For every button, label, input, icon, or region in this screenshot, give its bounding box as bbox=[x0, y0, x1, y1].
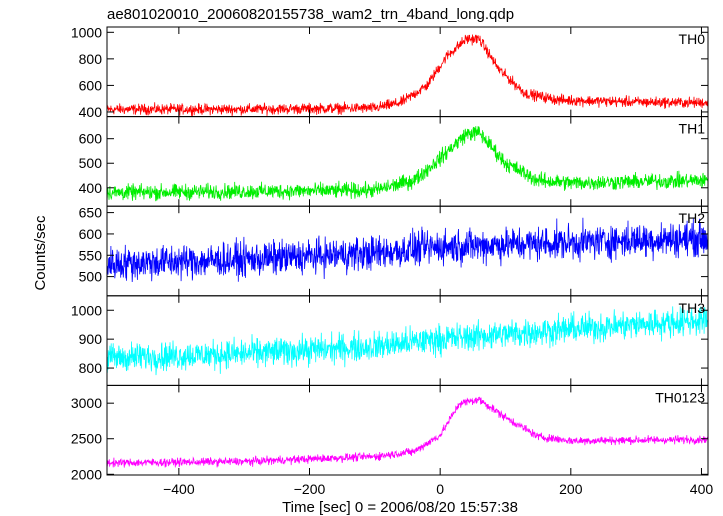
x-tick-label: 400 bbox=[690, 481, 714, 497]
y-tick-label: 800 bbox=[79, 51, 103, 67]
y-tick-label: 400 bbox=[79, 180, 103, 196]
y-tick-label: 400 bbox=[79, 104, 103, 120]
series-th3-line bbox=[106, 306, 709, 376]
panel-th2-label: TH2 bbox=[679, 210, 706, 226]
series-th0-line bbox=[106, 34, 709, 117]
y-axis-label: Counts/sec bbox=[32, 215, 49, 291]
panel-th0-label: TH0 bbox=[679, 31, 706, 47]
y-tick-label: 800 bbox=[79, 360, 103, 376]
y-tick-label: 500 bbox=[79, 269, 103, 285]
y-tick-label: 3000 bbox=[71, 395, 102, 411]
y-tick-label: 1000 bbox=[71, 302, 102, 318]
y-tick-label: 600 bbox=[79, 77, 103, 93]
x-tick-label: 200 bbox=[559, 481, 583, 497]
y-tick-label: 2500 bbox=[71, 431, 102, 447]
y-tick-label: 500 bbox=[79, 155, 103, 171]
chart-title: ae801020010_20060820155738_wam2_trn_4ban… bbox=[107, 6, 514, 23]
y-tick-label: 900 bbox=[79, 331, 103, 347]
panels-group: 400 600 800 1000 TH0 400 500 600 TH1 500 550 600 650… bbox=[71, 24, 714, 497]
y-tick-label: 650 bbox=[79, 205, 103, 221]
y-tick-label: 600 bbox=[79, 131, 103, 147]
x-tick-label: −200 bbox=[294, 481, 326, 497]
x-axis-label: Time [sec] 0 = 2006/08/20 15:57:38 bbox=[282, 499, 518, 516]
panel-th0123-frame bbox=[106, 384, 709, 476]
x-tick-label: −400 bbox=[163, 481, 195, 497]
panel-th0-frame bbox=[106, 26, 709, 118]
y-tick-label: 550 bbox=[79, 247, 103, 263]
panel-th0123-label: TH0123 bbox=[655, 389, 705, 405]
y-tick-label: 2000 bbox=[71, 466, 102, 482]
y-tick-label: 1000 bbox=[71, 24, 102, 40]
series-th1-line bbox=[106, 126, 709, 202]
y-tick-label: 600 bbox=[79, 226, 103, 242]
x-tick-label: 0 bbox=[436, 481, 444, 497]
panel-th1-label: TH1 bbox=[679, 121, 706, 137]
panel-th3-label: TH3 bbox=[679, 300, 706, 316]
series-th0123-line bbox=[106, 396, 709, 468]
series-th2-line bbox=[106, 217, 709, 283]
